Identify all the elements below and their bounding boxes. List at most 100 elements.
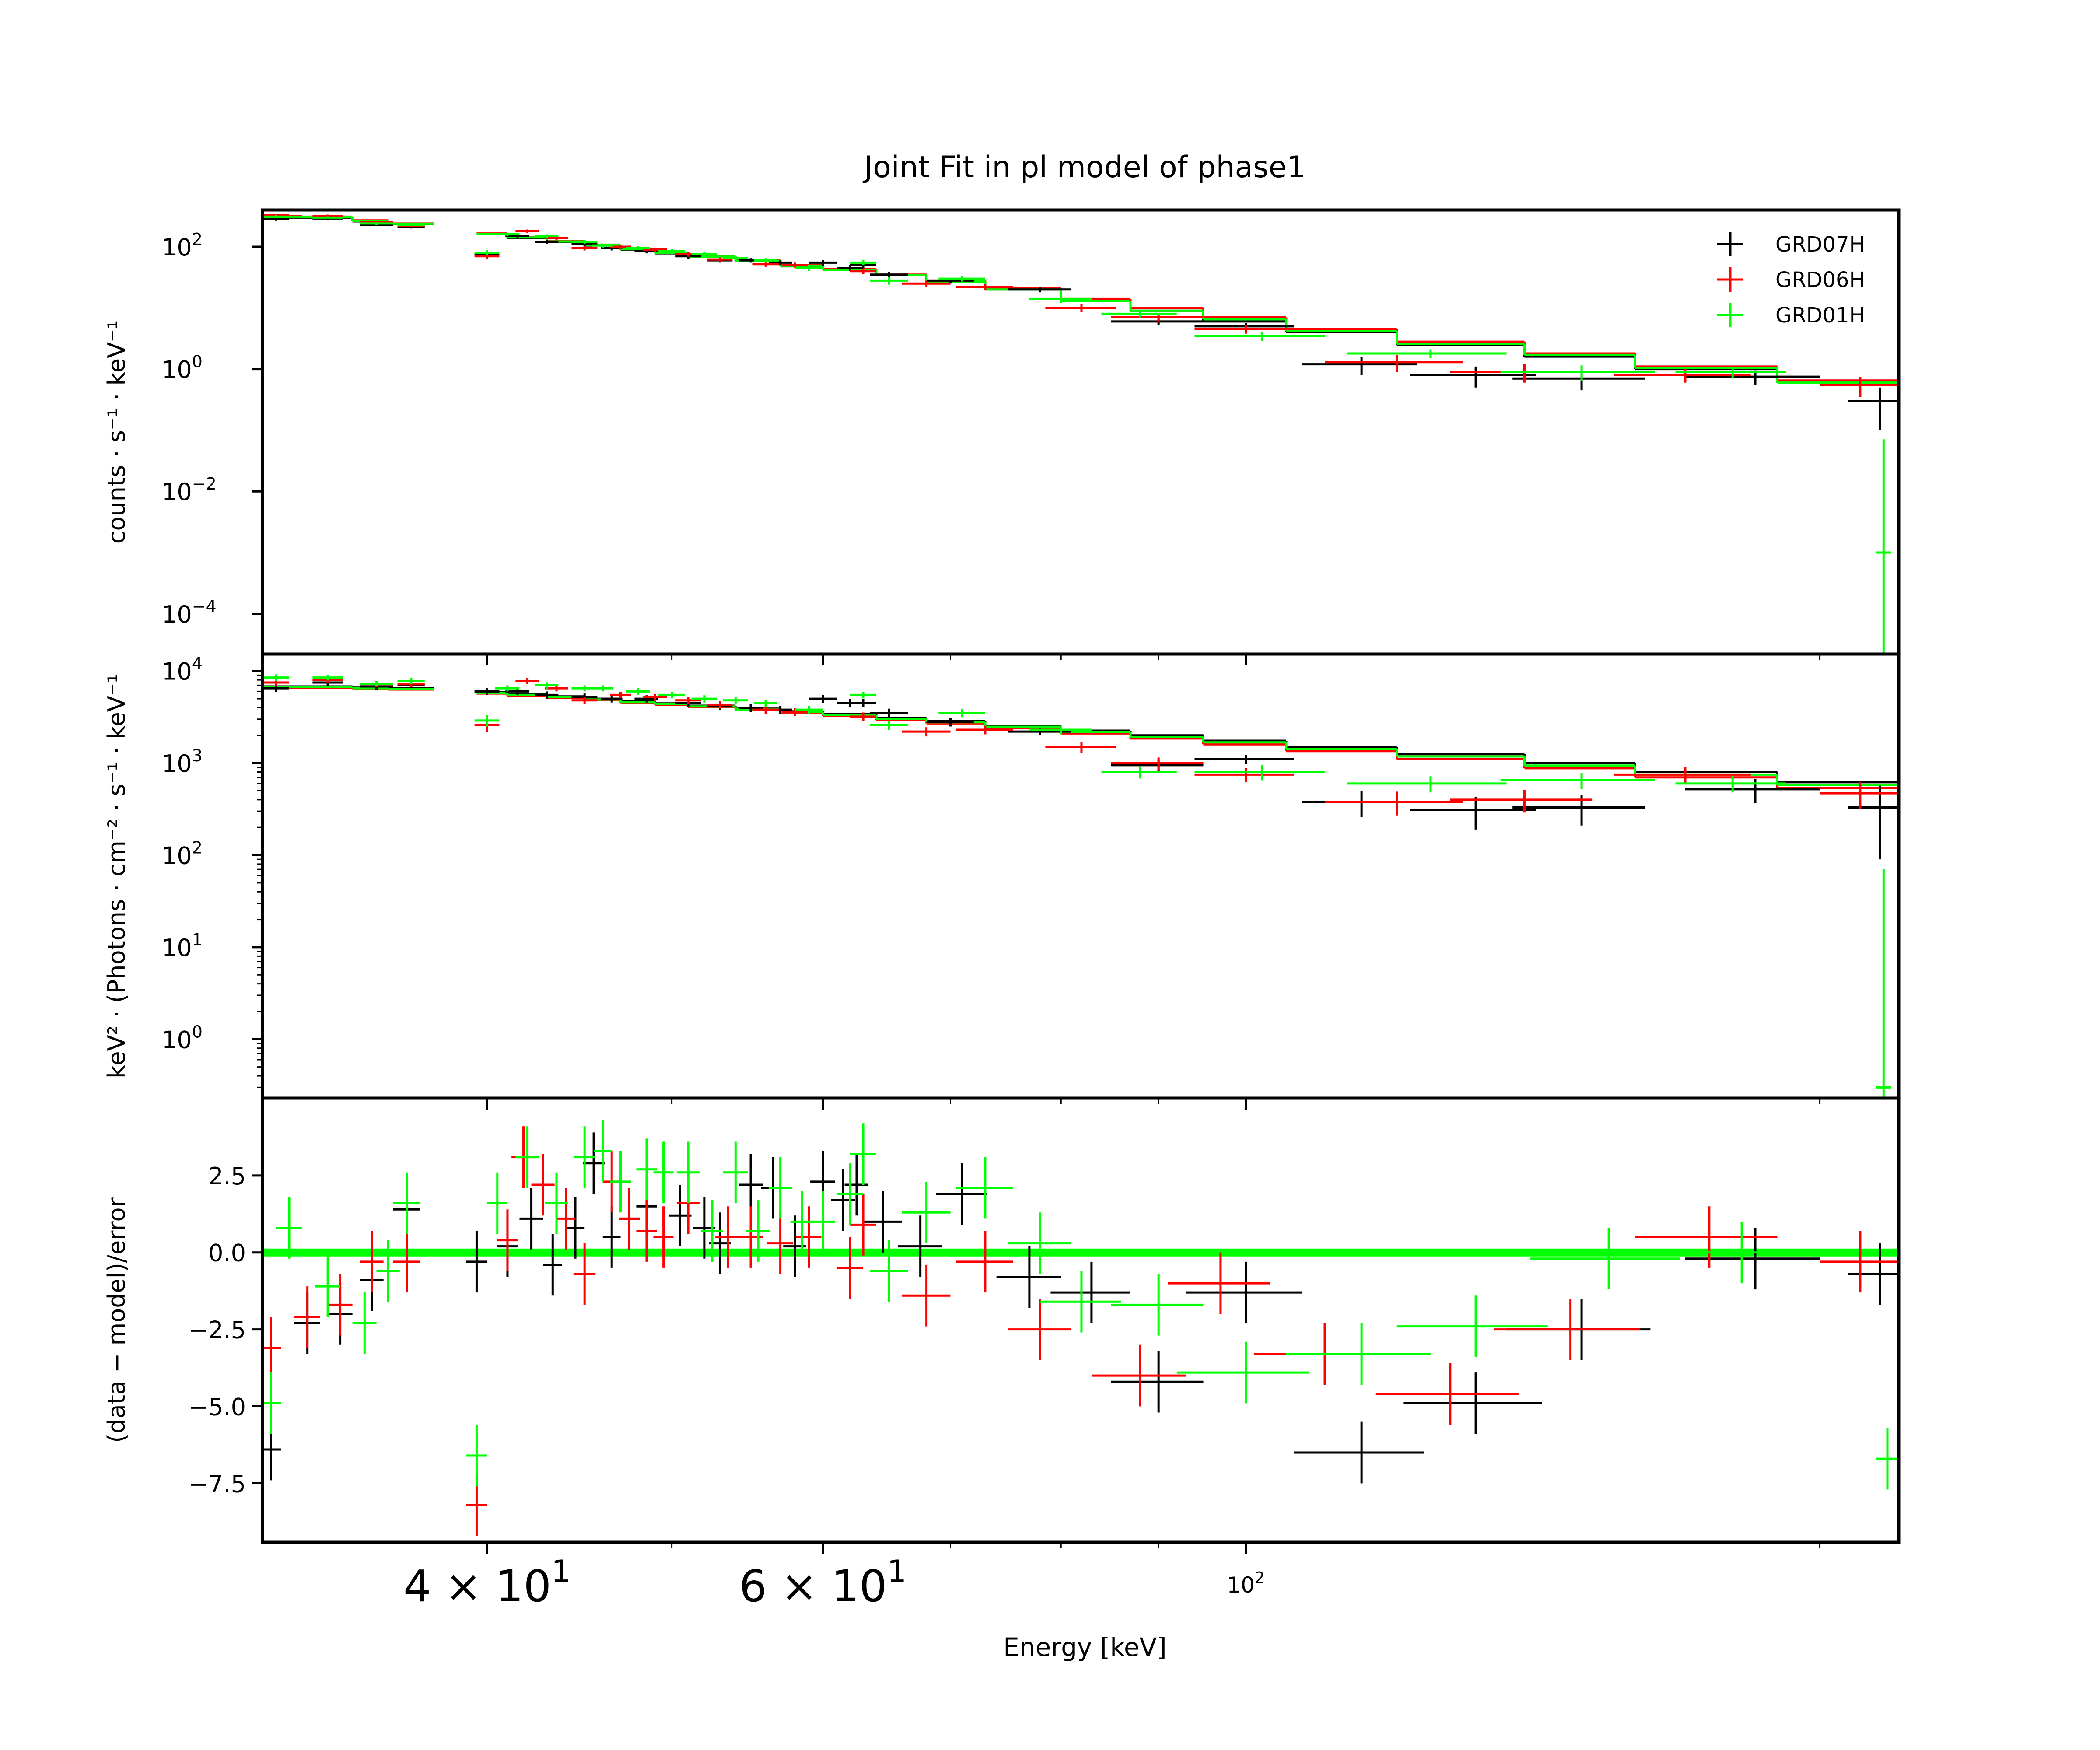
data-point bbox=[594, 1120, 612, 1182]
data-point bbox=[545, 1172, 568, 1234]
data-point bbox=[723, 697, 748, 704]
y-tick-label: 10−2 bbox=[162, 474, 217, 506]
data-point bbox=[1040, 1270, 1121, 1333]
data-point bbox=[1848, 785, 1899, 860]
data-point bbox=[870, 272, 908, 278]
data-point bbox=[535, 682, 559, 689]
data-point bbox=[796, 1206, 822, 1268]
data-point bbox=[808, 695, 836, 703]
data-point bbox=[643, 693, 667, 701]
data-point bbox=[850, 1194, 876, 1256]
y-tick-label: 102 bbox=[162, 230, 203, 261]
data-point bbox=[658, 692, 685, 699]
data-point bbox=[519, 1187, 543, 1250]
y-tick-label: −5.0 bbox=[189, 1393, 246, 1421]
data-point bbox=[376, 1240, 400, 1302]
data-point bbox=[495, 232, 520, 236]
legend-label: GRD06H bbox=[1775, 268, 1865, 292]
x-tick-exponent: 2 bbox=[1255, 1569, 1265, 1587]
y-tick-exponent: −2 bbox=[192, 474, 217, 494]
data-point bbox=[1876, 439, 1891, 654]
legend: GRD07H GRD06H GRD01H bbox=[1717, 232, 1865, 328]
data-point bbox=[573, 1126, 596, 1188]
data-point bbox=[1294, 1421, 1424, 1484]
data-point bbox=[1347, 349, 1507, 359]
data-point bbox=[753, 699, 777, 707]
data-point bbox=[898, 1215, 942, 1278]
data-point bbox=[1685, 1222, 1795, 1284]
data-point bbox=[1848, 387, 1899, 430]
data-point bbox=[956, 1157, 1013, 1219]
data-point bbox=[1045, 304, 1116, 312]
x-tick-label: 6 × 101 bbox=[739, 1554, 906, 1612]
data-point bbox=[531, 1154, 555, 1216]
data-point bbox=[592, 243, 614, 248]
y-tick-label: −2.5 bbox=[189, 1316, 246, 1344]
data-point bbox=[392, 1172, 420, 1234]
data-point bbox=[566, 1197, 585, 1259]
data-point bbox=[582, 1132, 605, 1194]
data-point bbox=[836, 1163, 864, 1225]
data-point bbox=[1500, 365, 1656, 381]
legend-entry: GRD01H bbox=[1717, 303, 1865, 328]
plot-area bbox=[262, 674, 1899, 1098]
data-point bbox=[753, 258, 777, 263]
y-tick-base: 10 bbox=[162, 1026, 192, 1054]
data-point bbox=[675, 697, 701, 704]
data-point bbox=[1404, 1372, 1542, 1434]
data-point bbox=[352, 1292, 377, 1354]
data-point bbox=[495, 685, 520, 692]
data-point bbox=[601, 695, 623, 703]
data-point bbox=[328, 1274, 353, 1336]
data-point bbox=[1029, 725, 1092, 735]
y-tick-label: 102 bbox=[162, 838, 203, 870]
data-point bbox=[1008, 1212, 1071, 1274]
data-point bbox=[926, 718, 974, 727]
data-point bbox=[1500, 773, 1656, 789]
data-point bbox=[571, 246, 598, 251]
data-point bbox=[262, 674, 290, 681]
data-point bbox=[794, 706, 823, 714]
data-point bbox=[1176, 1341, 1310, 1404]
data-point bbox=[1194, 325, 1294, 334]
data-point bbox=[392, 1231, 420, 1293]
data-point bbox=[1410, 797, 1536, 830]
data-point bbox=[870, 708, 908, 718]
data-point bbox=[870, 1240, 908, 1302]
data-point bbox=[902, 1264, 951, 1326]
data-point bbox=[850, 268, 876, 274]
data-point bbox=[1820, 377, 1899, 397]
data-point bbox=[1820, 782, 1899, 809]
data-point bbox=[790, 1191, 813, 1253]
legend-entry: GRD07H bbox=[1717, 232, 1865, 257]
x-tick-label: 4 × 101 bbox=[403, 1554, 571, 1612]
y-tick-base: 10 bbox=[162, 356, 192, 384]
data-point bbox=[707, 257, 733, 262]
data-point bbox=[691, 695, 717, 703]
data-point bbox=[360, 1231, 384, 1293]
data-point bbox=[626, 688, 650, 695]
data-point bbox=[676, 1141, 700, 1204]
data-point bbox=[902, 1181, 951, 1243]
y-tick-base: 10 bbox=[162, 842, 192, 870]
y-tick-label: −7.5 bbox=[189, 1470, 246, 1498]
y-tick-base: 10 bbox=[162, 601, 192, 628]
data-point bbox=[938, 709, 985, 718]
data-point bbox=[643, 247, 667, 252]
data-point bbox=[701, 1200, 724, 1262]
series-grd01h bbox=[262, 674, 1891, 1098]
y-tick-exponent: 0 bbox=[192, 352, 203, 371]
data-point bbox=[571, 696, 598, 704]
data-point bbox=[831, 1169, 855, 1231]
data-point bbox=[870, 720, 908, 730]
y-tick-label: 103 bbox=[162, 746, 203, 777]
series-grd06h bbox=[262, 214, 1899, 397]
data-point bbox=[956, 725, 1013, 735]
data-point bbox=[850, 699, 876, 707]
data-point bbox=[573, 1243, 596, 1305]
data-point bbox=[863, 1191, 902, 1253]
data-point bbox=[1111, 757, 1204, 770]
data-point bbox=[794, 265, 823, 271]
